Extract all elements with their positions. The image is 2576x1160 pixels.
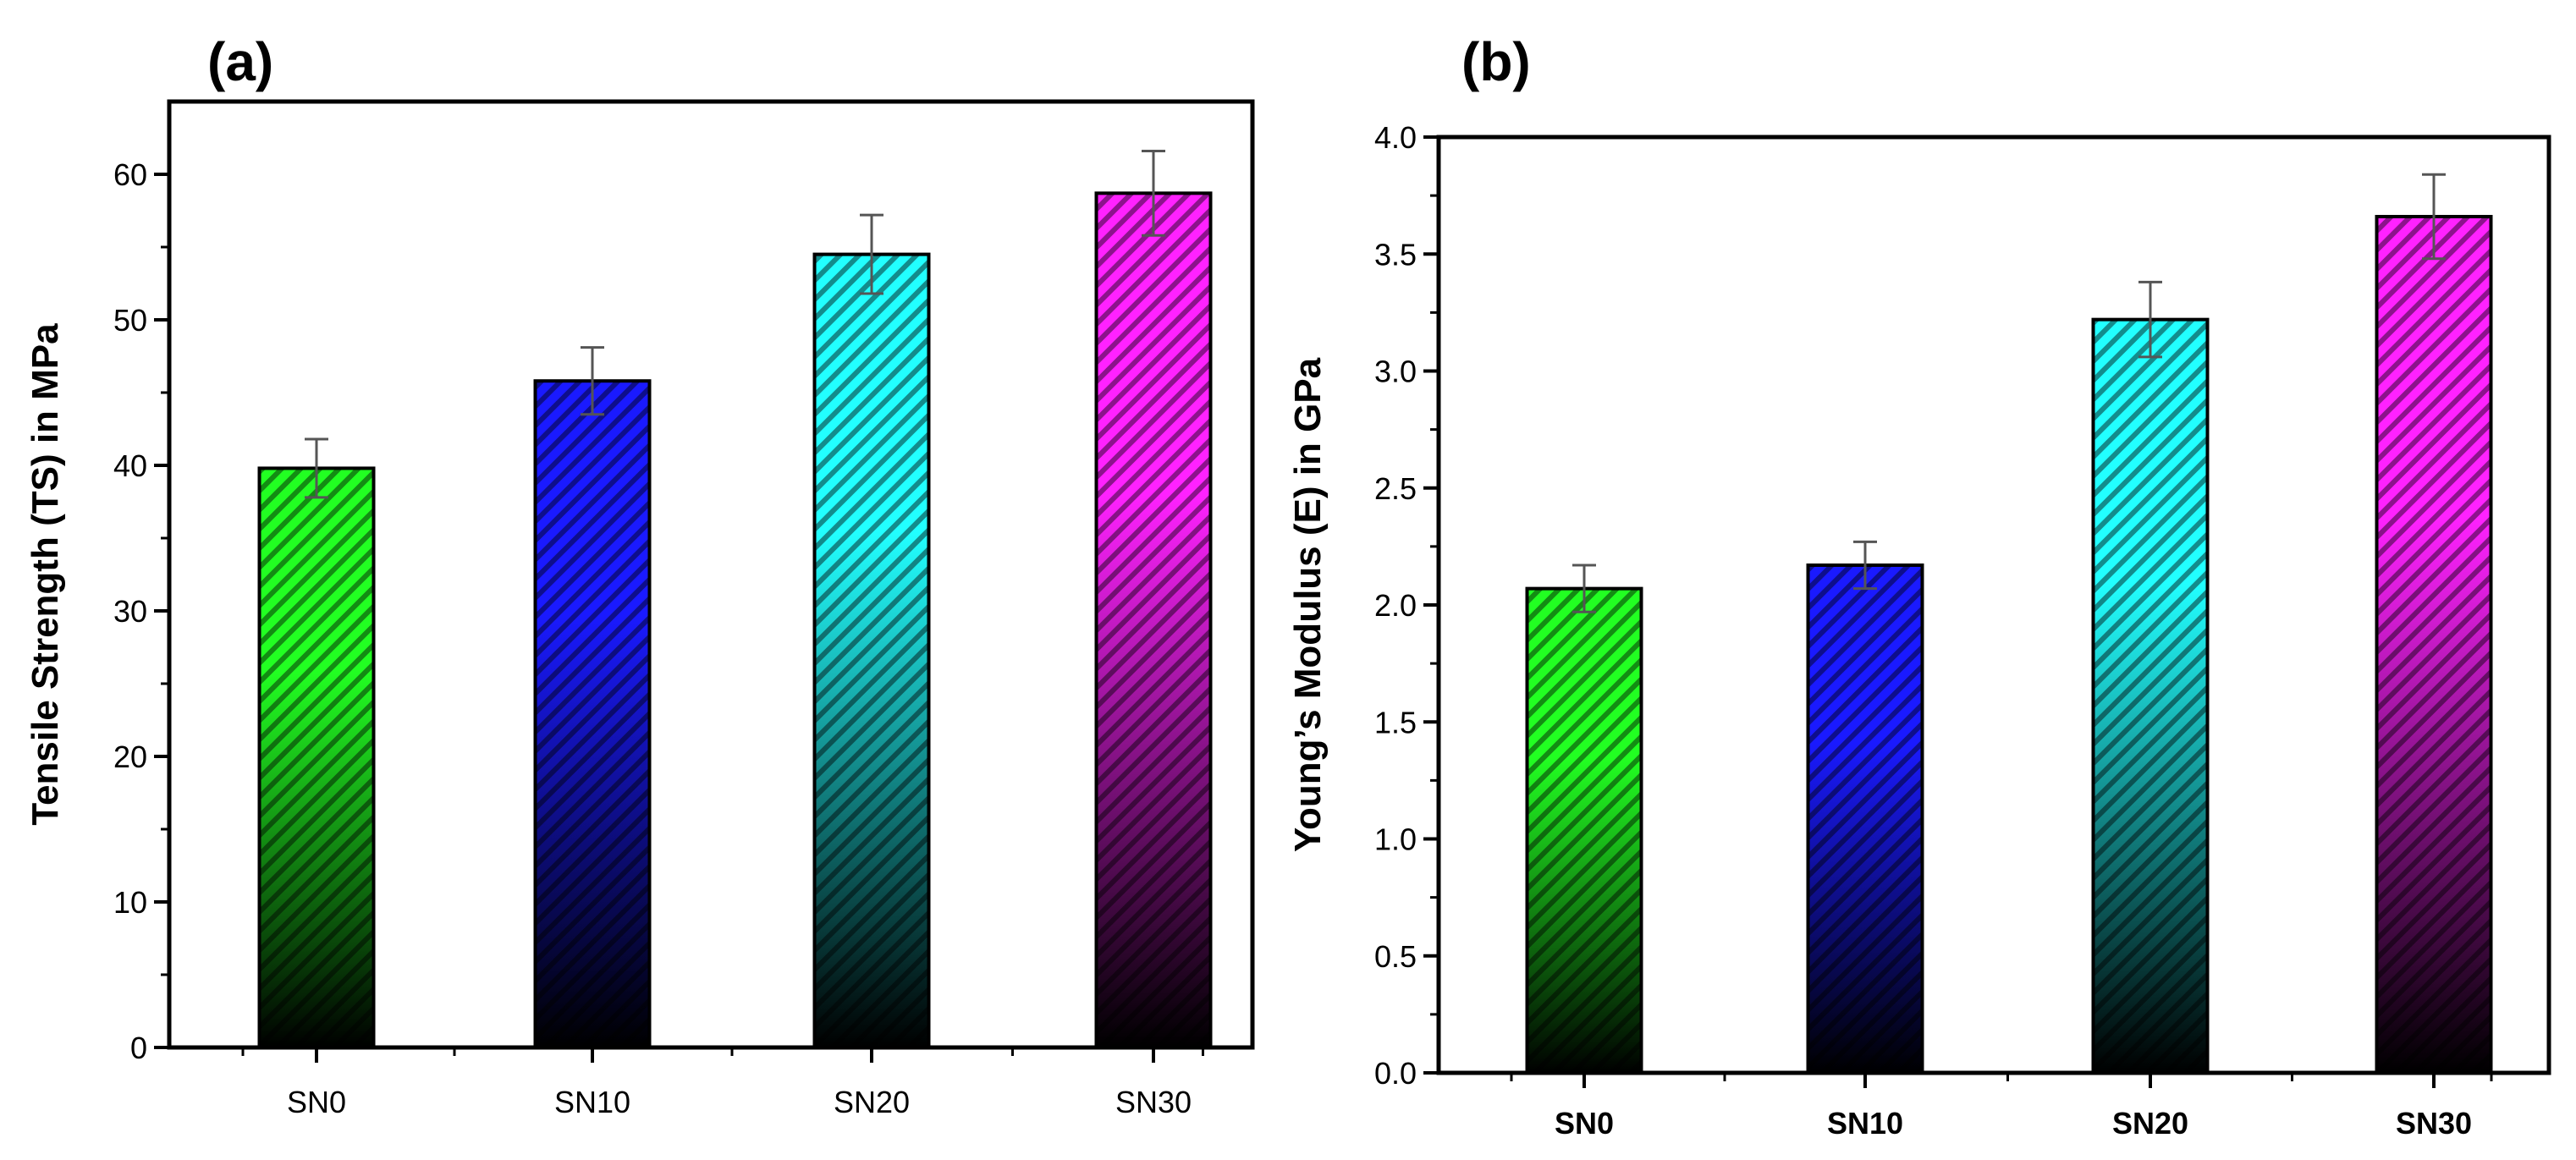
chart-panel-a: (a) Tensile Strength (TS) in MPa SN0 SN10… (25, 31, 1255, 1119)
ticks-b: SN0 SN10 SN20 SN30 0.0 0.5 1.0 1.5 2.0 2.5 3.0 3.5 4… (1374, 120, 2493, 1141)
y-tick-label: 2.0 (1374, 588, 1417, 623)
bar-sn0 (257, 466, 376, 1049)
x-tick-label: SN20 (834, 1085, 910, 1119)
error-bar-sn0 (305, 437, 328, 499)
y-tick-label: 0 (130, 1031, 147, 1065)
bar-hatch (1525, 586, 1643, 1075)
error-bar-sn10 (1853, 540, 1877, 591)
bar-hatch (812, 252, 931, 1050)
y-tick-label: 2.5 (1374, 471, 1417, 506)
error-bar-sn30 (2422, 173, 2446, 261)
y-tick-label: 3.0 (1374, 355, 1417, 389)
y-tick-label: 20 (113, 739, 147, 774)
y-tick-label: 1.5 (1374, 705, 1417, 739)
bar-hatch (1094, 191, 1213, 1050)
bar-sn0 (1525, 586, 1643, 1075)
bar-hatch (2091, 317, 2210, 1075)
y-axis-label-a: Tensile Strength (TS) in MPa (25, 323, 66, 826)
y-tick-label: 1.0 (1374, 822, 1417, 857)
error-bar-sn0 (1572, 564, 1596, 613)
bar-hatch (257, 466, 376, 1049)
bar-sn10 (1806, 563, 1924, 1075)
y-tick-label: 10 (113, 885, 147, 920)
chart-panel-b: (b) Young’s Modulus (E) in GPa SN0 SN10 SN… (1287, 31, 2551, 1141)
x-tick-label: SN10 (554, 1085, 630, 1119)
x-tick-label: SN0 (1555, 1106, 1614, 1141)
x-tick-label: SN10 (1827, 1106, 1903, 1141)
bar-sn20 (812, 252, 931, 1050)
bar-hatch (2375, 215, 2493, 1075)
x-tick-label: SN20 (2112, 1106, 2188, 1141)
bars-a (257, 191, 1213, 1050)
bar-hatch (1806, 563, 1924, 1075)
plot-frame-a (167, 99, 1255, 1050)
y-tick-label: 4.0 (1374, 120, 1417, 155)
y-tick-label: 3.5 (1374, 237, 1417, 272)
error-bar-sn20 (860, 213, 883, 295)
bar-hatch (533, 379, 652, 1049)
y-axis-label-b: Young’s Modulus (E) in GPa (1287, 357, 1329, 852)
y-tick-label: 30 (113, 594, 147, 629)
panel-label-a: (a) (207, 31, 273, 92)
bar-sn20 (2091, 317, 2210, 1075)
x-tick-label: SN0 (287, 1085, 346, 1119)
y-tick-label: 0.0 (1374, 1056, 1417, 1091)
bar-sn30 (2375, 215, 2493, 1075)
error-bars-a (305, 149, 1165, 499)
bar-sn10 (533, 379, 652, 1049)
error-bar-sn10 (581, 346, 604, 416)
x-tick-label: SN30 (2396, 1106, 2472, 1141)
y-tick-label: 0.5 (1374, 939, 1417, 974)
y-tick-label: 50 (113, 303, 147, 338)
error-bar-sn20 (2138, 280, 2162, 359)
panel-label-b: (b) (1461, 31, 1531, 92)
y-tick-label: 60 (113, 157, 147, 192)
x-tick-label: SN30 (1115, 1085, 1192, 1119)
error-bars-b (1572, 173, 2446, 613)
bar-sn30 (1094, 191, 1213, 1050)
error-bar-sn30 (1142, 149, 1165, 237)
bars-b (1525, 215, 2493, 1075)
y-tick-label: 40 (113, 448, 147, 483)
ticks-a: SN0 SN10 SN20 SN30 0 10 20 30 40 50 60 (113, 157, 1204, 1119)
